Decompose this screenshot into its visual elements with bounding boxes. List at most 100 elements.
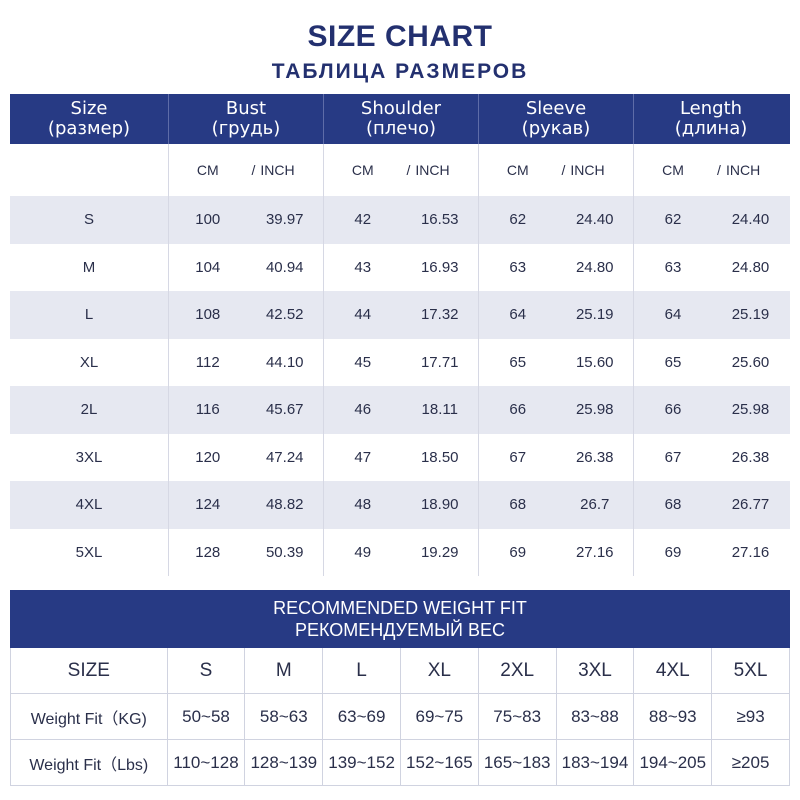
size-cell: L xyxy=(10,291,169,339)
bust-cell-group: 112 44.10 xyxy=(169,338,324,386)
weight-row-kg: Weight Fit（KG) 50~58 58~63 63~69 69~75 75~83 8… xyxy=(10,694,790,740)
bust-cell-group: 116 45.67 xyxy=(169,386,324,434)
weight-table-header: RECOMMENDED WEIGHT FIT РЕКОМЕНДУЕМЫЙ ВЕС xyxy=(10,590,790,648)
table-row: 2L 116 45.67 46 18.11 66 25.98 66 25.98 xyxy=(10,386,790,434)
weight-cell-size: XL xyxy=(401,648,479,693)
sleeve-cell-group: 65 15.60 xyxy=(479,338,634,386)
weight-cell-kg: 69~75 xyxy=(401,694,479,739)
unit-group-sleeve: CM / INCH xyxy=(479,144,634,196)
sleeve-cell-group: 64 25.19 xyxy=(479,291,634,339)
bust-cell-group: 108 42.52 xyxy=(169,291,324,339)
bust-cm-value: 116 xyxy=(195,401,220,419)
header-size: Size (размер) xyxy=(10,94,168,144)
header-bust-en: Bust xyxy=(225,98,267,119)
unit-separator: / xyxy=(251,162,256,178)
weight-cell-kg: 58~63 xyxy=(245,694,324,739)
sleeve-cm-value: 63 xyxy=(509,258,527,276)
weight-cell-lbs: 152~165 xyxy=(401,740,479,785)
length-cell-group: 68 26.77 xyxy=(634,481,789,529)
weight-cell-size: S xyxy=(168,648,246,693)
weight-cell-lbs: 128~139 xyxy=(245,740,324,785)
shoulder-cell-group: 49 19.29 xyxy=(324,528,479,576)
sleeve-cm-value: 65 xyxy=(509,353,527,371)
sleeve-cm-value: 68 xyxy=(509,496,527,514)
header-sleeve-ru: (рукав) xyxy=(521,118,591,139)
sleeve-inch-value: 25.98 xyxy=(575,401,614,419)
sleeve-cm-value: 64 xyxy=(509,306,527,324)
shoulder-cell-group: 43 16.93 xyxy=(324,243,479,291)
length-cm-value: 65 xyxy=(664,353,682,371)
length-inch-value: 27.16 xyxy=(731,543,770,561)
bust-cm-value: 100 xyxy=(195,211,221,229)
shoulder-cm-value: 47 xyxy=(354,448,372,466)
bust-cell-group: 104 40.94 xyxy=(169,243,324,291)
bust-cell-group: 100 39.97 xyxy=(169,196,324,244)
length-inch-value: 24.40 xyxy=(731,211,770,229)
length-cell-group: 62 24.40 xyxy=(634,196,789,244)
bust-inch-value: 48.82 xyxy=(265,496,304,514)
sleeve-cell-group: 68 26.7 xyxy=(479,481,634,529)
header-size-en: Size xyxy=(70,98,108,119)
size-cell: M xyxy=(10,243,169,291)
bust-inch-value: 45.67 xyxy=(265,401,304,419)
bust-inch-value: 44.10 xyxy=(265,353,304,371)
shoulder-cm-value: 46 xyxy=(354,401,372,419)
weight-row-label: SIZE xyxy=(10,648,168,693)
weight-cell-kg: ≥93 xyxy=(712,694,790,739)
page-title: SIZE CHART xyxy=(307,20,493,53)
weight-cell-lbs: 165~183 xyxy=(479,740,557,785)
table-row: M 104 40.94 43 16.93 63 24.80 63 24.80 xyxy=(10,243,790,291)
header-length-en: Length xyxy=(679,98,743,119)
shoulder-inch-value: 16.53 xyxy=(420,211,459,229)
header-length-ru: (длина) xyxy=(674,118,748,139)
shoulder-cell-group: 45 17.71 xyxy=(324,338,479,386)
bust-inch-value: 42.52 xyxy=(265,306,304,324)
length-cell-group: 67 26.38 xyxy=(634,434,789,482)
table-row: XL 112 44.10 45 17.71 65 15.60 65 25.60 xyxy=(10,338,790,386)
bust-cell-group: 124 48.82 xyxy=(169,481,324,529)
length-cm-value: 64 xyxy=(664,306,682,324)
unit-inch: INCH xyxy=(415,162,450,178)
bust-cm-value: 112 xyxy=(195,353,220,371)
size-table: Size (размер) Bust (грудь) Shoulder (пле… xyxy=(10,94,790,576)
page-subtitle: ТАБЛИЦА РАЗМЕРОВ xyxy=(271,60,529,83)
sleeve-inch-value: 24.40 xyxy=(575,211,614,229)
shoulder-cell-group: 46 18.11 xyxy=(324,386,479,434)
size-rows: S 100 39.97 42 16.53 62 24.40 62 24.40 M 104 40.94 4… xyxy=(10,196,790,576)
sleeve-inch-value: 26.7 xyxy=(580,496,610,514)
sleeve-cell-group: 67 26.38 xyxy=(479,433,634,481)
bust-inch-value: 39.97 xyxy=(265,211,304,229)
weight-cell-kg: 75~83 xyxy=(479,694,557,739)
shoulder-inch-value: 17.71 xyxy=(420,353,459,371)
header-shoulder-ru: (плечо) xyxy=(365,118,437,139)
length-cm-value: 66 xyxy=(664,401,682,419)
unit-separator: / xyxy=(561,162,566,178)
bust-cell-group: 120 47.24 xyxy=(169,433,324,481)
header-length: Length (длина) xyxy=(633,94,788,144)
sleeve-inch-value: 24.80 xyxy=(575,258,614,276)
sleeve-inch-value: 15.60 xyxy=(575,353,614,371)
header-bust: Bust (грудь) xyxy=(168,94,323,144)
weight-cell-size: 3XL xyxy=(557,648,635,693)
table-row: 4XL 124 48.82 48 18.90 68 26.7 68 26.77 xyxy=(10,481,790,529)
size-cell: S xyxy=(10,196,169,244)
header-shoulder-en: Shoulder xyxy=(360,98,442,119)
length-inch-value: 26.77 xyxy=(731,496,770,514)
bust-cm-value: 104 xyxy=(195,258,221,276)
table-row: 3XL 120 47.24 47 18.50 67 26.38 67 26.38 xyxy=(10,433,790,482)
header-size-ru: (размер) xyxy=(47,118,131,139)
weight-cell-size: 5XL xyxy=(712,648,790,693)
sleeve-cell-group: 62 24.40 xyxy=(479,196,634,244)
unit-group-bust: CM / INCH xyxy=(169,144,324,196)
header-sleeve: Sleeve (рукав) xyxy=(478,94,633,144)
table-row: L 108 42.52 44 17.32 64 25.19 64 25.19 xyxy=(10,291,790,339)
bust-inch-value: 47.24 xyxy=(265,448,304,466)
sleeve-cell-group: 66 25.98 xyxy=(479,386,634,434)
weight-table: RECOMMENDED WEIGHT FIT РЕКОМЕНДУЕМЫЙ ВЕС… xyxy=(10,590,790,786)
length-cell-group: 69 27.16 xyxy=(634,529,789,577)
sleeve-inch-value: 27.16 xyxy=(575,543,614,561)
weight-cell-size: L xyxy=(323,648,401,693)
length-cm-value: 62 xyxy=(664,211,682,229)
sleeve-cm-value: 62 xyxy=(509,211,527,229)
size-cell: 4XL xyxy=(10,481,169,529)
